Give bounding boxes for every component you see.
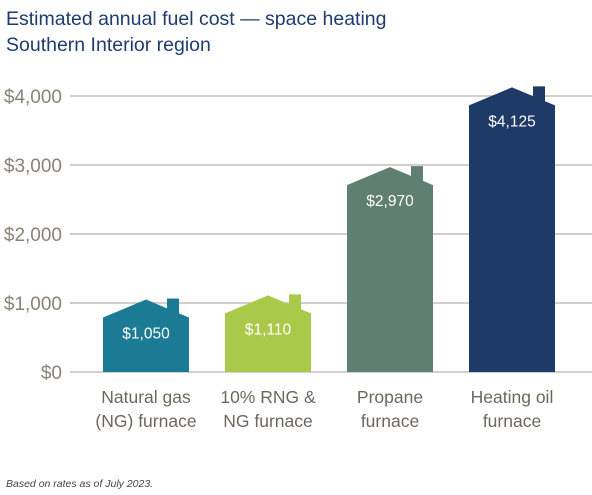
category-label: 10% RNG & — [220, 387, 316, 407]
category-label: Heating oil — [471, 387, 554, 407]
category-label: furnace — [361, 411, 419, 431]
bar-house-1 — [103, 298, 189, 372]
bar-value-label: $1,110 — [245, 321, 292, 338]
bar-value-label: $1,050 — [122, 326, 170, 343]
bar-house-2 — [225, 294, 311, 372]
y-tick-label: $4,000 — [4, 87, 62, 108]
chart-title-line-2: Southern Interior region — [6, 34, 211, 56]
y-axis-tick-labels: $0 $1,000 $2,000 $3,000 $4,000 — [4, 87, 62, 384]
bar-house-4 — [469, 86, 555, 372]
bars: $1,050 $1,110 $2,970 $4,125 — [103, 86, 555, 372]
category-label: NG furnace — [223, 411, 312, 431]
y-tick-label: $3,000 — [4, 156, 62, 177]
y-tick-label: $1,000 — [4, 294, 62, 315]
category-label: Natural gas — [101, 387, 191, 407]
y-tick-label: $2,000 — [4, 225, 62, 246]
x-axis-category-labels: Natural gas (NG) furnace 10% RNG & NG furna… — [95, 387, 553, 431]
bar-value-label: $4,125 — [488, 113, 535, 130]
chart-title-line-1: Estimated annual fuel cost — space heati… — [6, 8, 387, 30]
chart-title: Estimated annual fuel cost — space heati… — [6, 6, 386, 58]
footnote: Based on rates as of July 2023. — [6, 478, 154, 490]
bar-value-label: $2,970 — [366, 193, 414, 210]
y-tick-label: $0 — [41, 363, 62, 384]
category-label: Propane — [357, 387, 423, 407]
category-label: (NG) furnace — [95, 411, 196, 431]
category-label: furnace — [483, 411, 541, 431]
bar-house-3 — [347, 166, 433, 372]
